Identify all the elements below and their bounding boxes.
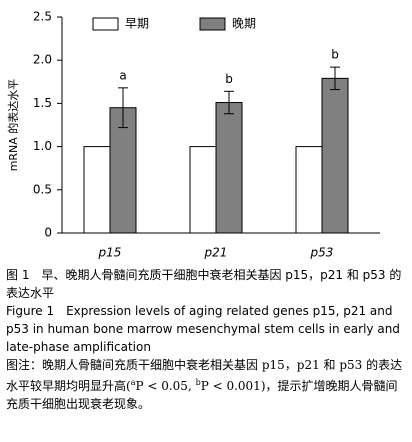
y-tick-label: 0 bbox=[44, 226, 52, 240]
note-part: P < 0.05, bbox=[135, 379, 196, 393]
error-bar bbox=[330, 66, 340, 91]
bar bbox=[83, 146, 111, 234]
bar bbox=[109, 107, 137, 234]
legend-swatch bbox=[199, 17, 226, 31]
note-part: a bbox=[130, 378, 136, 387]
significance-label: a bbox=[119, 68, 126, 82]
y-tick-label: 1.0 bbox=[33, 139, 52, 153]
x-tick-label: p15 bbox=[98, 246, 122, 260]
y-axis-label: mRNA 的表达水平 bbox=[6, 79, 20, 172]
note-part: 图注：晚期人骨髓间充质干细胞中衰老相关基因 p15，p21 和 p53 的表达水… bbox=[6, 358, 403, 393]
error-bar bbox=[118, 87, 128, 129]
y-tick-label: 1.5 bbox=[33, 96, 52, 110]
caption-note: 图注：晚期人骨髓间充质干细胞中衰老相关基因 p15，p21 和 p53 的表达水… bbox=[6, 356, 406, 413]
error-bar bbox=[224, 90, 234, 115]
note-part: b bbox=[195, 378, 201, 387]
x-tick-label: p53 bbox=[310, 246, 334, 260]
bar bbox=[189, 146, 217, 234]
bar bbox=[215, 102, 243, 234]
y-tick-label: 2.0 bbox=[33, 53, 52, 67]
legend-label: 早期 bbox=[125, 17, 149, 31]
legend-swatch bbox=[92, 17, 119, 31]
chart: mRNA 的表达水平 0 0.5 1.0 1.5 2.0 2.5 p15 a p21 b p53 b 早… bbox=[6, 10, 380, 260]
y-tick-label: 2.5 bbox=[33, 10, 52, 24]
significance-label: b bbox=[225, 72, 233, 86]
legend-label: 晚期 bbox=[232, 17, 256, 31]
note-part: P < 0.001)，提示扩增晚期人骨髓间充质干细胞出现衰老现象。 bbox=[6, 379, 398, 411]
caption-cn: 图 1 早、晚期人骨髓间充质干细胞中衰老相关基因 p15，p21 和 p53 的… bbox=[6, 268, 402, 300]
significance-label: b bbox=[331, 48, 339, 62]
x-tick-label: p21 bbox=[204, 246, 228, 260]
bar bbox=[295, 146, 323, 234]
bar bbox=[321, 77, 349, 234]
caption: 图 1 早、晚期人骨髓间充质干细胞中衰老相关基因 p15，p21 和 p53 的… bbox=[0, 266, 412, 413]
y-tick-label: 0.5 bbox=[33, 182, 52, 196]
caption-en: Figure 1 Expression levels of aging rela… bbox=[6, 304, 400, 354]
